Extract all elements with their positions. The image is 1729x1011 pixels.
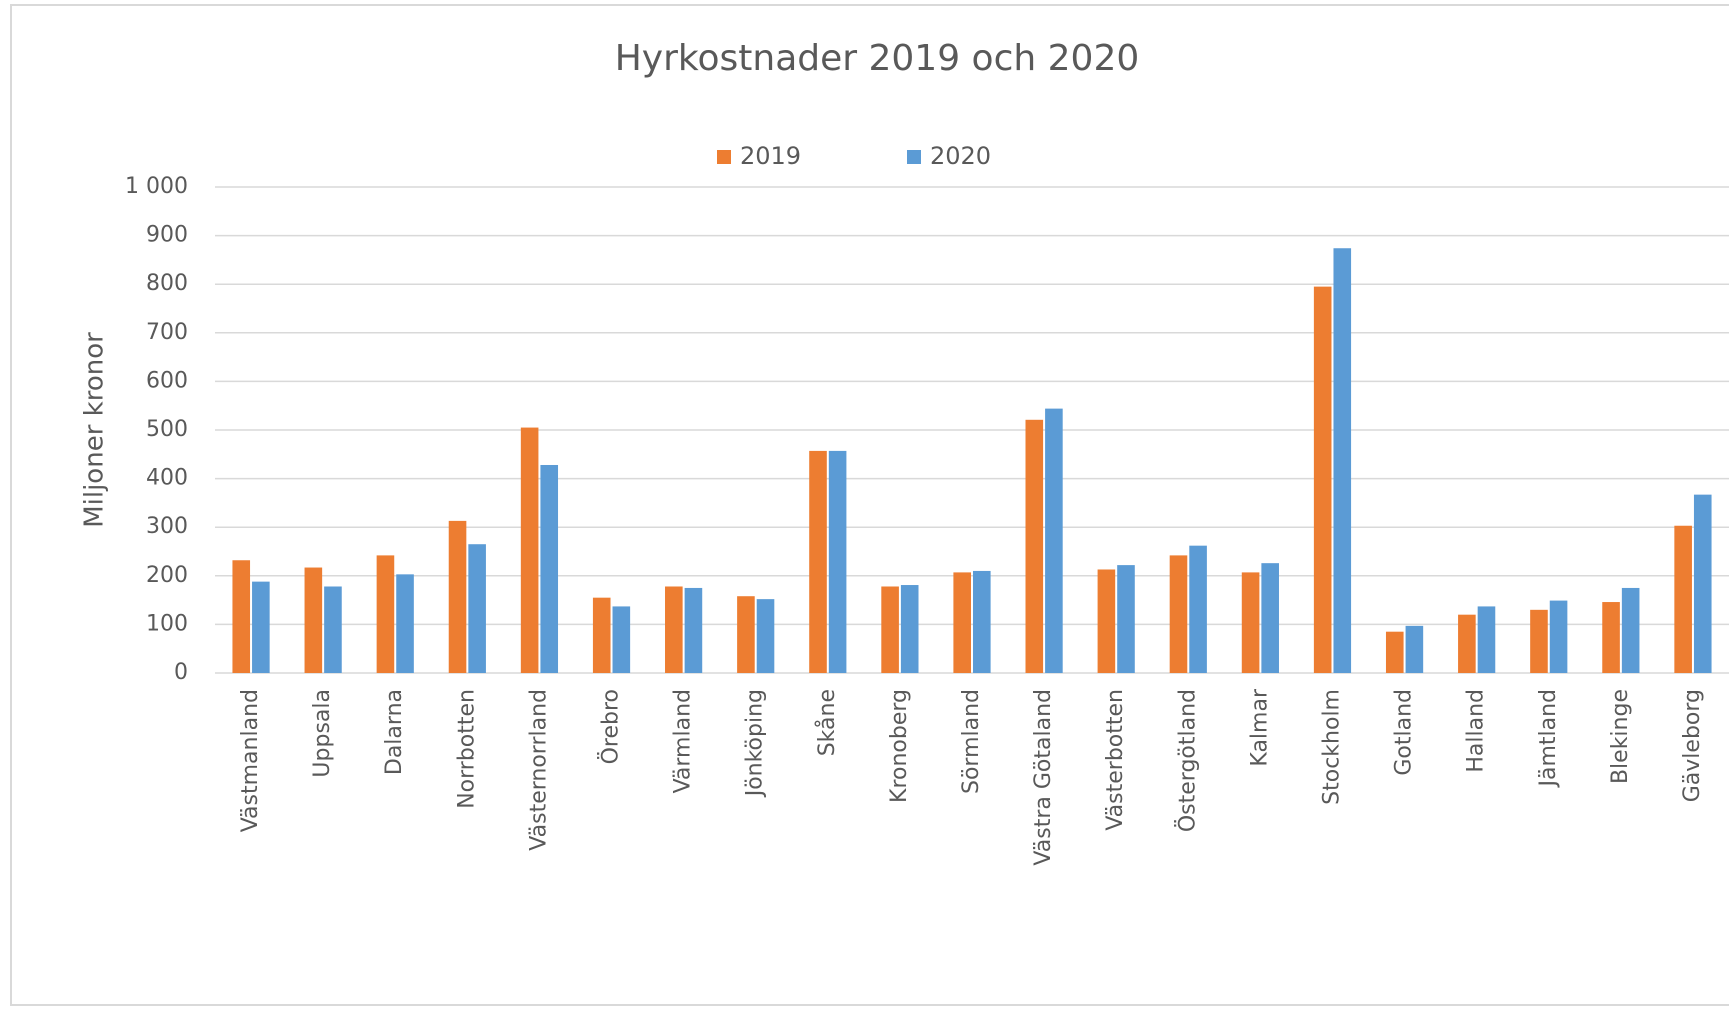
bar xyxy=(809,450,827,673)
bar xyxy=(684,587,703,673)
x-tick-label: Gävleborg xyxy=(1680,689,1705,802)
x-tick-label: Uppsala xyxy=(310,689,335,778)
bar xyxy=(1261,563,1279,673)
bar xyxy=(1097,569,1116,673)
bar xyxy=(1530,609,1548,673)
legend-label: 2020 xyxy=(930,142,991,170)
chart-title: Hyrkostnader 2019 och 2020 xyxy=(615,38,1140,79)
x-tick-label: Dalarna xyxy=(382,689,407,775)
bar xyxy=(1025,419,1044,673)
bar xyxy=(1458,614,1476,673)
y-tick-label: 1 000 xyxy=(125,174,188,199)
legend-swatch xyxy=(717,150,731,164)
x-tick-label: Jämtland xyxy=(1536,689,1561,789)
x-tick-label: Västmanland xyxy=(238,689,263,832)
x-tick-label: Örebro xyxy=(598,689,624,764)
bar xyxy=(1117,565,1135,673)
bar xyxy=(1045,408,1063,673)
bar xyxy=(540,464,559,673)
x-tick-label: Stockholm xyxy=(1319,689,1344,805)
bar xyxy=(612,606,631,673)
x-tick-label: Blekinge xyxy=(1608,689,1633,784)
bar xyxy=(1621,587,1640,673)
bar xyxy=(1189,545,1207,673)
bar xyxy=(1241,572,1260,673)
bar xyxy=(1549,600,1568,673)
y-tick-label: 400 xyxy=(146,466,188,491)
x-tick-label: Halland xyxy=(1464,689,1489,773)
chart-border xyxy=(10,4,1729,1006)
y-axis-label: Miljoner kronor xyxy=(80,332,110,528)
bar xyxy=(232,560,251,673)
bar xyxy=(592,597,611,673)
x-tick-label: Norrbotten xyxy=(454,689,479,809)
x-tick-label: Gotland xyxy=(1392,689,1417,776)
x-tick-label: Västernorrland xyxy=(526,689,551,851)
bar xyxy=(665,586,683,673)
bar xyxy=(828,450,847,673)
bar xyxy=(1693,494,1712,673)
bar xyxy=(520,427,539,673)
x-tick-label: Värmland xyxy=(671,689,696,793)
legend-swatch xyxy=(907,150,921,164)
y-tick-label: 200 xyxy=(146,563,188,588)
bar xyxy=(324,586,342,673)
bar xyxy=(376,555,395,673)
bar xyxy=(973,570,991,673)
bar xyxy=(953,572,971,673)
y-tick-label: 300 xyxy=(146,514,188,539)
bar xyxy=(1477,606,1496,673)
bar xyxy=(737,596,755,673)
bar xyxy=(304,567,323,673)
y-tick-label: 800 xyxy=(146,271,188,296)
bar xyxy=(396,574,414,673)
x-tick-label: Skåne xyxy=(814,689,840,756)
x-tick-label: Västra Götaland xyxy=(1031,689,1056,866)
bar xyxy=(1405,625,1424,673)
x-tick-label: Kalmar xyxy=(1247,688,1272,767)
y-tick-label: 700 xyxy=(146,320,188,345)
x-tick-label: Sörmland xyxy=(959,689,984,794)
y-tick-label: 0 xyxy=(174,660,188,685)
x-tick-label: Kronoberg xyxy=(887,689,912,803)
bar xyxy=(1674,525,1692,673)
bar xyxy=(1169,555,1188,673)
y-tick-label: 100 xyxy=(146,611,188,636)
x-tick-label: Östergötland xyxy=(1174,689,1200,832)
bar xyxy=(756,599,775,673)
bar xyxy=(1602,602,1620,673)
y-tick-label: 900 xyxy=(146,223,188,248)
bar xyxy=(1385,631,1404,673)
bar xyxy=(468,544,486,673)
x-tick-label: Västerbotten xyxy=(1103,689,1128,831)
bar xyxy=(1313,286,1332,673)
bar xyxy=(1333,248,1352,673)
bar xyxy=(448,520,467,673)
bar xyxy=(900,585,919,673)
y-tick-label: 500 xyxy=(146,417,188,442)
bar xyxy=(252,581,270,673)
y-tick-label: 600 xyxy=(146,368,188,393)
legend-label: 2019 xyxy=(740,142,801,170)
bar xyxy=(881,586,899,673)
x-tick-label: Jönköping xyxy=(743,689,768,798)
